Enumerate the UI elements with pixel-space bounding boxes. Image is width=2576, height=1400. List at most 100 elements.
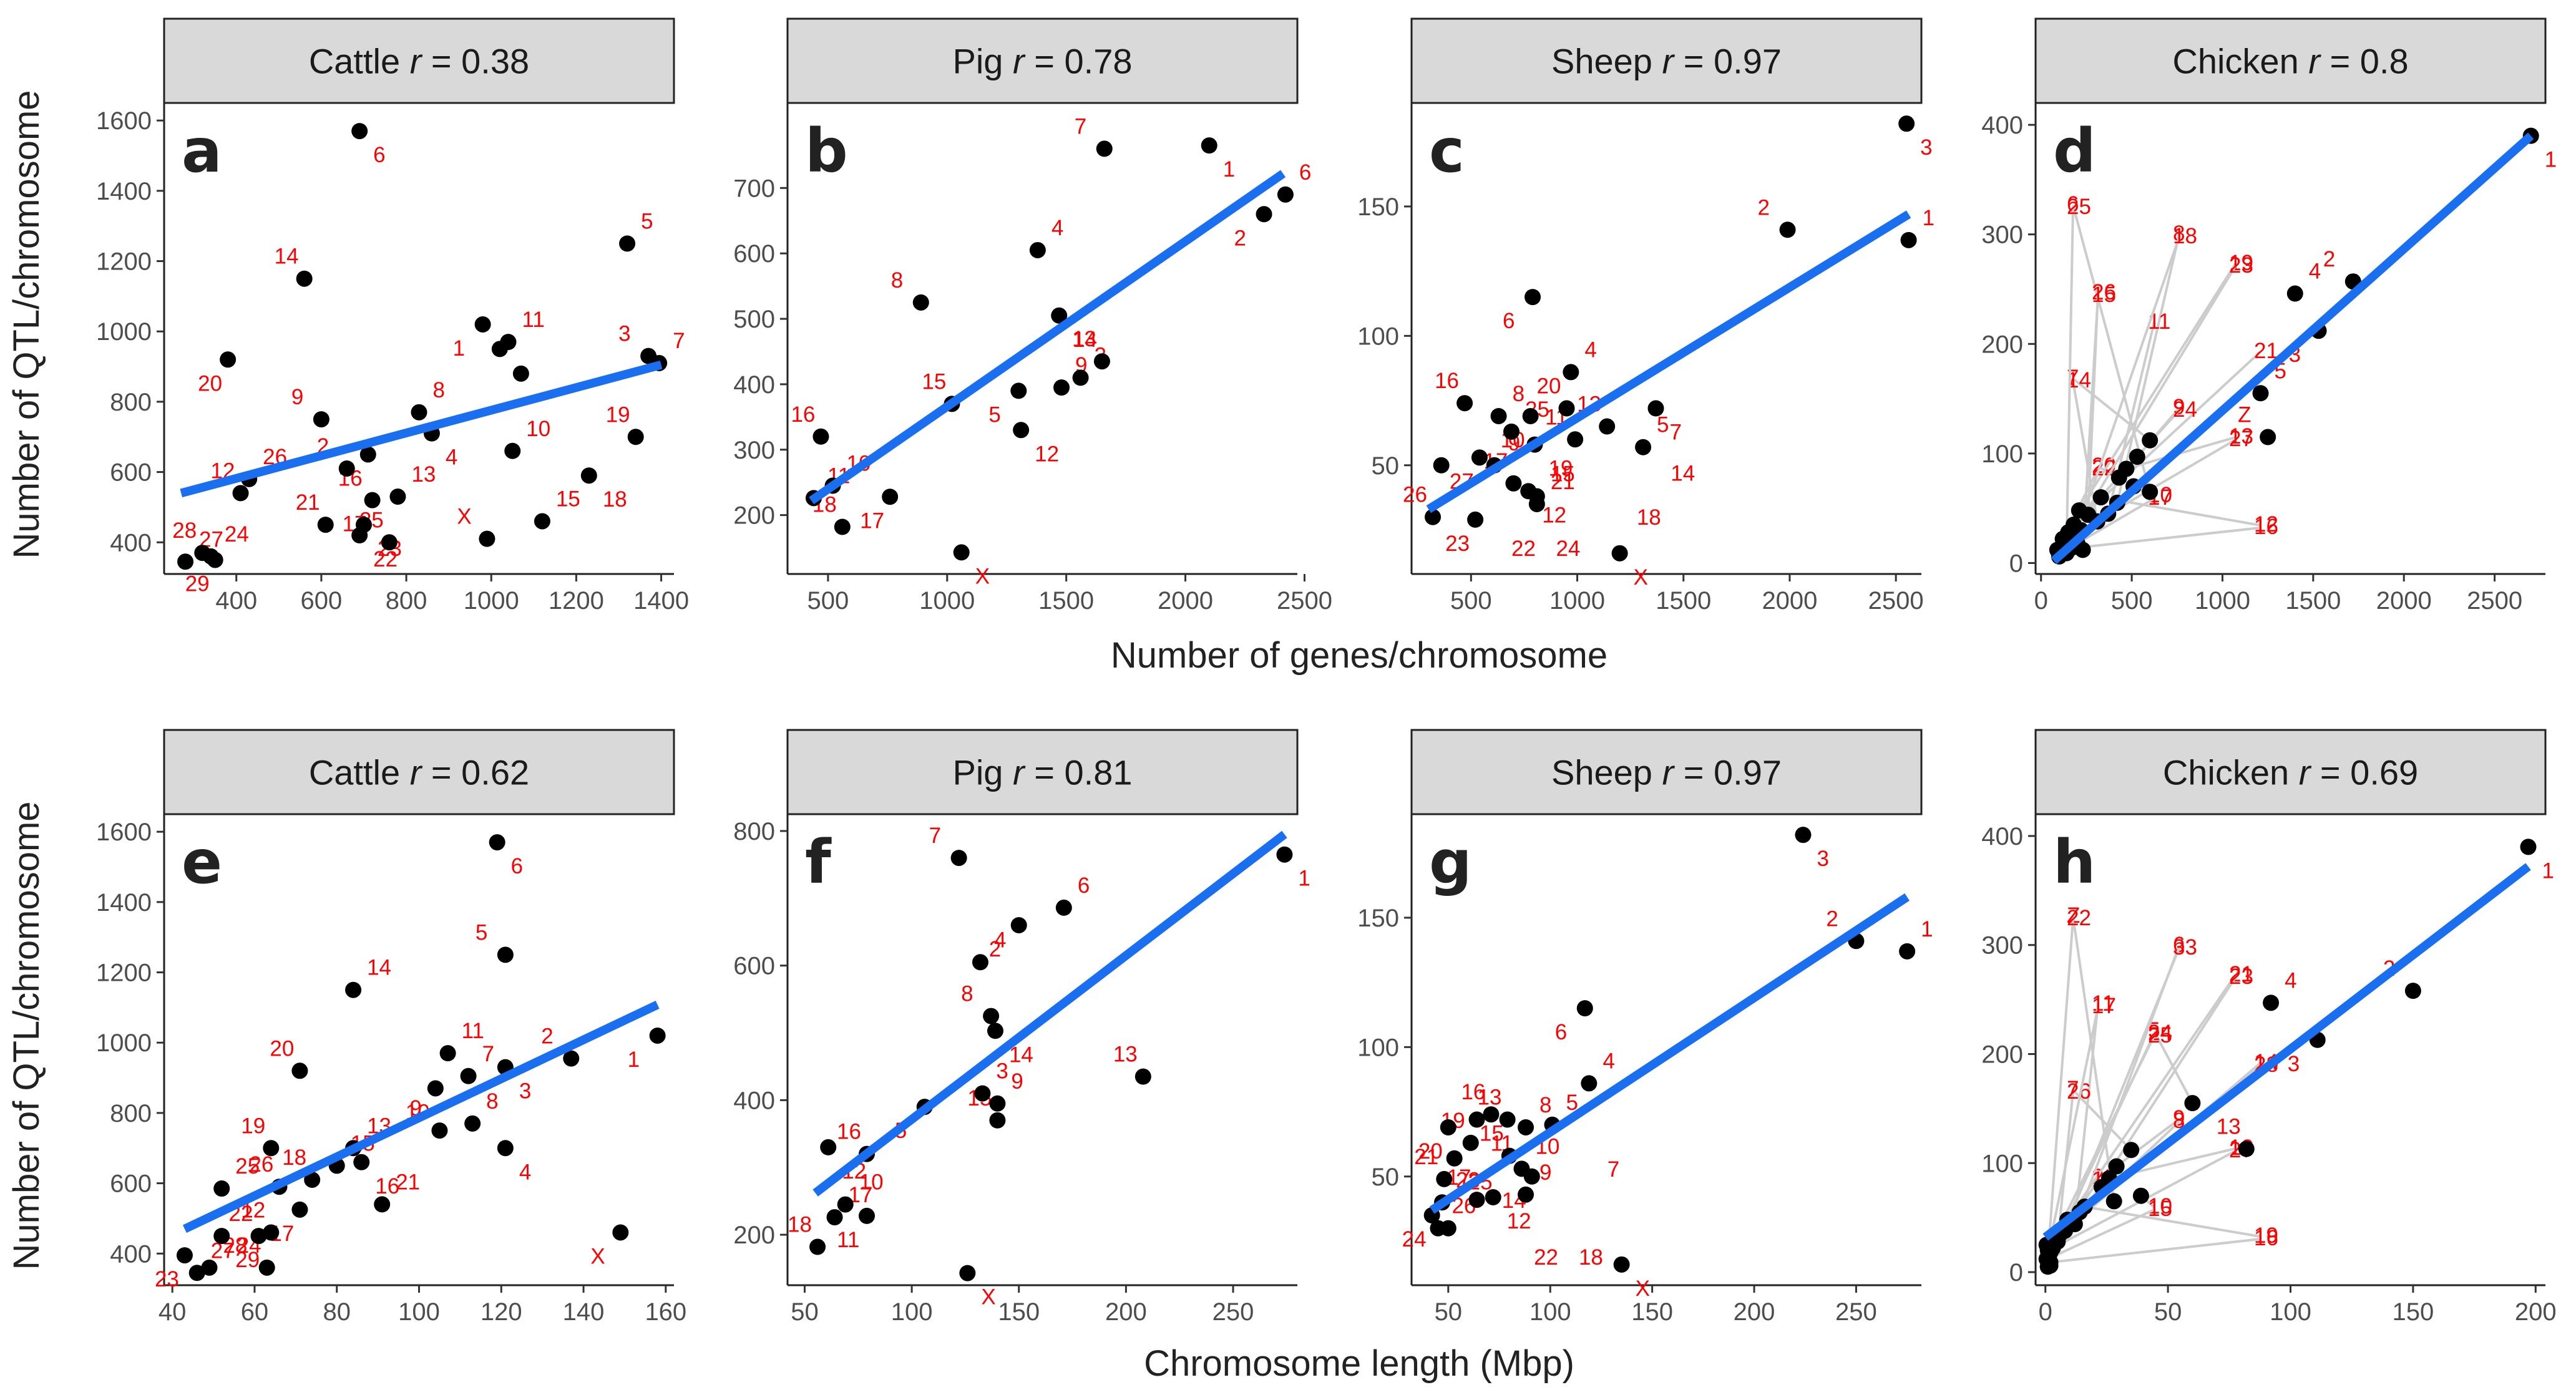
point-label: 14 [1671,462,1695,486]
data-point [411,404,427,420]
point-label: 23 [1445,532,1470,556]
point-label: X [590,1244,605,1268]
strip-species: Sheep [1551,42,1662,81]
point-label: 16 [837,1120,861,1144]
point-label: 29 [235,1248,260,1272]
data-point [1898,115,1915,132]
strip-r-symbol: r [1013,42,1026,81]
data-point [2238,1140,2255,1157]
data-point [213,1228,230,1245]
point-label: 4 [2309,260,2321,284]
strip-r-symbol: r [410,753,423,792]
point-label: 8 [1513,382,1525,406]
data-point [1485,1189,1501,1205]
data-point [1277,186,1294,203]
x-tick-label: 2500 [1277,587,1332,615]
y-tick-label: 200 [733,502,775,530]
point-label: 7 [929,824,941,848]
point-label: 12 [2254,512,2278,537]
x-tick-label: 160 [645,1298,686,1326]
point-label: 13 [2229,424,2253,449]
data-point [2142,484,2159,500]
point-label: 14 [367,956,391,980]
data-point [1201,137,1217,154]
strip-species: Cattle [309,753,410,792]
point-label: 2 [1826,907,1838,931]
x-tick-label: 1200 [549,587,604,615]
point-label: 1 [1921,917,1933,941]
point-label: 10 [859,1170,884,1195]
y-tick-label: 800 [110,389,152,416]
data-point [1483,1106,1500,1123]
data-point [317,517,334,533]
point-label: X [457,505,471,529]
data-point [1096,140,1113,157]
data-point [2123,1142,2140,1159]
data-point [1503,423,1520,440]
y-tick-label: 400 [110,1240,152,1268]
point-label: 20 [270,1036,294,1061]
data-point [1436,1170,1453,1187]
point-label: 7 [1075,114,1086,139]
x-tick-label: 250 [1212,1298,1254,1326]
data-point [1490,407,1507,424]
data-point [2260,429,2276,445]
point-label: 1 [628,1048,640,1072]
panel-letter-f: f [805,827,832,897]
point-label: Z [2238,403,2251,427]
point-label: 8 [891,268,903,293]
x-tick-label: 50 [1435,1298,1463,1326]
y-tick-label: 50 [1372,1164,1400,1191]
data-point [263,1224,280,1241]
data-point [1072,369,1089,386]
point-label: 9 [1011,1069,1023,1094]
data-point [313,411,329,428]
data-point [1581,1075,1598,1092]
fit-line [1429,893,1910,1214]
y-tick-label: 0 [2009,550,2023,577]
data-point [504,442,521,459]
data-point [983,1008,1000,1024]
data-point [213,1180,230,1197]
data-point [338,460,355,477]
data-point [627,429,644,445]
panel-letter-g: g [1429,827,1472,897]
data-point [1613,1256,1630,1273]
point-label: 2 [2323,247,2335,271]
data-point [1468,1111,1485,1128]
x-tick-label: 2500 [1868,587,1924,615]
y-tick-label: 100 [1981,1150,2023,1177]
fit-line [180,360,663,498]
y-tick-label: 300 [1981,932,2023,960]
point-label: 5 [1657,413,1669,437]
x-tick-label: 0 [2034,587,2048,615]
data-point [2252,385,2269,402]
point-label: X [975,564,990,588]
x-tick-label: 100 [2270,1298,2311,1326]
point-label: 16 [791,402,815,427]
label-leader [2050,1238,2261,1264]
point-label: 8 [486,1089,498,1114]
point-label: 7 [1669,420,1681,445]
data-point [1611,545,1628,561]
point-label: 2 [989,937,1001,961]
data-point [512,365,529,382]
point-label: 18 [1637,505,1661,530]
point-label: 21 [296,490,320,515]
point-label: 10 [2148,1194,2172,1218]
data-point [353,1154,370,1170]
data-point [882,489,899,505]
point-label: 28 [172,518,197,543]
data-point [1468,1192,1485,1208]
data-point [220,351,237,368]
x-tick-label: 140 [563,1298,605,1326]
data-point [359,446,376,463]
strip-title-a: Cattle r = 0.38 [309,42,529,81]
strip-r-symbol: r [1662,753,1676,792]
data-point [1563,364,1579,381]
strip-a [163,17,675,104]
point-label: 25 [235,1154,260,1179]
data-point [1528,495,1545,512]
strip-species: Sheep [1551,753,1662,792]
